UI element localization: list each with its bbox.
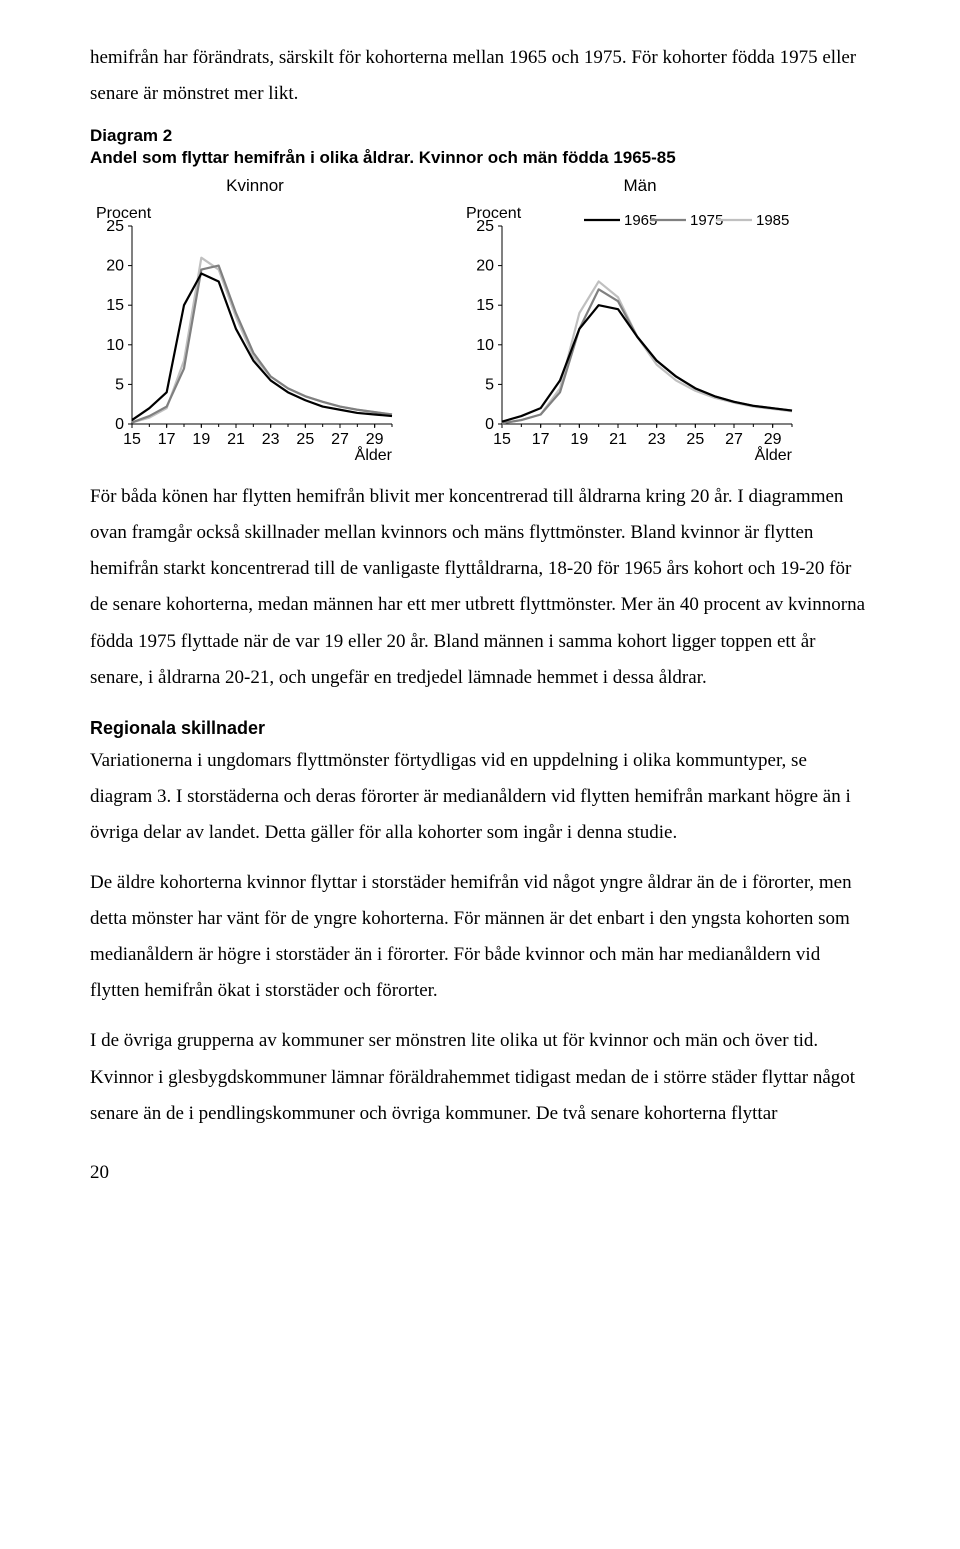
svg-text:Ålder: Ålder [355, 445, 393, 460]
page-number: 20 [90, 1162, 870, 1184]
regional-p3: I de övriga grupperna av kommuner ser mö… [90, 1023, 870, 1131]
svg-text:29: 29 [366, 431, 384, 448]
svg-text:15: 15 [493, 431, 511, 448]
chart-kvinnor-svg: Procent05101520251517192123252729Ålder [90, 200, 420, 460]
svg-text:20: 20 [476, 258, 494, 275]
svg-text:29: 29 [764, 431, 782, 448]
svg-text:17: 17 [158, 431, 176, 448]
after-chart-p1: För båda könen har flytten hemifrån bliv… [90, 479, 870, 696]
svg-text:21: 21 [227, 431, 245, 448]
after-chart-text: För båda könen har flytten hemifrån bliv… [90, 479, 870, 696]
intro-text: hemifrån har förändrats, särskilt för ko… [90, 40, 870, 112]
svg-text:15: 15 [106, 297, 124, 314]
svg-text:19: 19 [570, 431, 588, 448]
regional-p2: De äldre kohorterna kvinnor flyttar i st… [90, 865, 870, 1009]
diagram2-label: Diagram 2 [90, 126, 870, 146]
chart-man-header: Män [460, 176, 820, 196]
svg-text:25: 25 [106, 218, 124, 235]
svg-text:27: 27 [331, 431, 349, 448]
svg-text:23: 23 [262, 431, 280, 448]
svg-text:5: 5 [115, 377, 124, 394]
svg-text:25: 25 [686, 431, 704, 448]
svg-text:25: 25 [476, 218, 494, 235]
intro-p1: hemifrån har förändrats, särskilt för ko… [90, 40, 870, 112]
svg-text:27: 27 [725, 431, 743, 448]
svg-text:19: 19 [192, 431, 210, 448]
chart-row: Kvinnor Procent0510152025151719212325272… [90, 176, 870, 465]
chart-kvinnor: Kvinnor Procent0510152025151719212325272… [90, 176, 420, 465]
chart-man: Män Procent05101520251517192123252729Åld… [460, 176, 820, 465]
svg-text:21: 21 [609, 431, 627, 448]
svg-text:10: 10 [106, 337, 124, 354]
page: hemifrån har förändrats, särskilt för ko… [0, 0, 960, 1224]
regional-text: Variationerna i ungdomars flyttmönster f… [90, 743, 870, 1132]
svg-text:15: 15 [123, 431, 141, 448]
svg-text:25: 25 [296, 431, 314, 448]
regional-heading: Regionala skillnader [90, 718, 870, 739]
chart-man-svg: Procent05101520251517192123252729Ålder19… [460, 200, 820, 460]
chart-kvinnor-header: Kvinnor [90, 176, 420, 196]
svg-text:20: 20 [106, 258, 124, 275]
svg-text:1985: 1985 [756, 212, 789, 229]
svg-text:Ålder: Ålder [755, 445, 793, 460]
diagram2-title: Andel som flyttar hemifrån i olika åldra… [90, 148, 870, 168]
svg-text:17: 17 [532, 431, 550, 448]
svg-text:5: 5 [485, 377, 494, 394]
svg-text:23: 23 [648, 431, 666, 448]
svg-text:15: 15 [476, 297, 494, 314]
regional-p1: Variationerna i ungdomars flyttmönster f… [90, 743, 870, 851]
svg-text:10: 10 [476, 337, 494, 354]
